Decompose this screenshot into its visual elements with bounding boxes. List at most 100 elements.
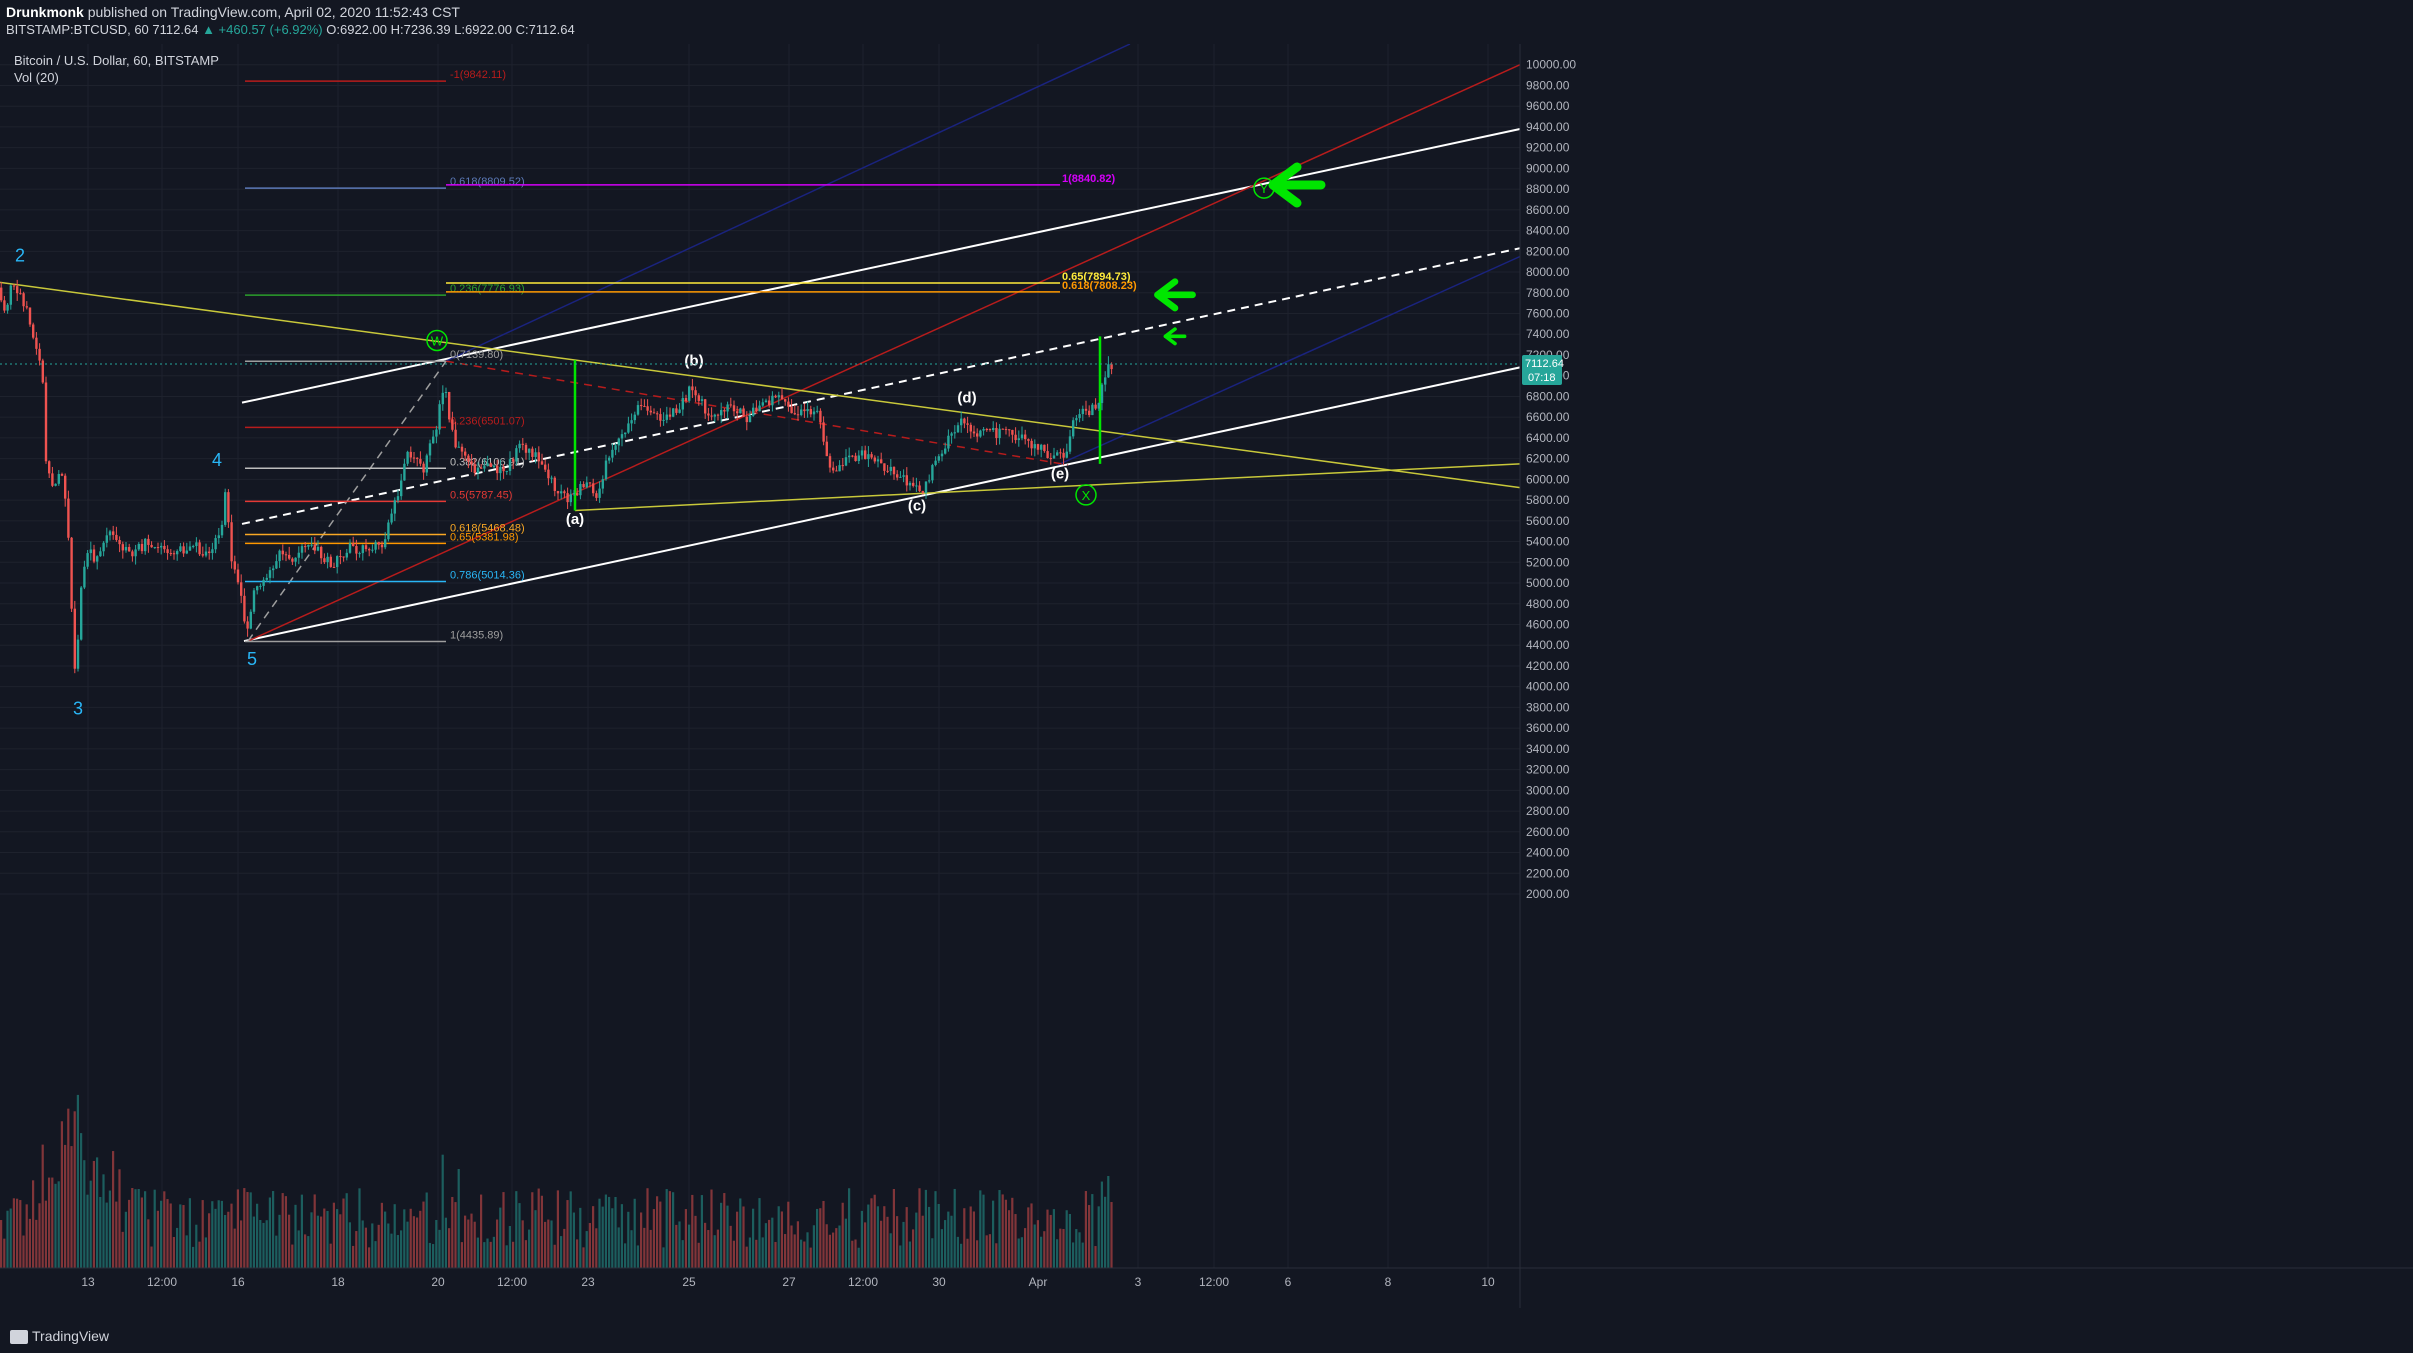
- volume-bar: [1081, 1242, 1084, 1268]
- candle-body: [550, 477, 553, 479]
- candle-body: [441, 392, 444, 405]
- volume-bar: [252, 1216, 255, 1268]
- price-chart[interactable]: -1(9842.11) 0.618(8809.52) 0.236(7776.93) 0…: [0, 44, 2413, 1308]
- candle-body: [92, 549, 96, 562]
- volume-bar: [902, 1221, 905, 1268]
- candle-body: [902, 475, 905, 477]
- fib-label: 1(8840.82): [1062, 173, 1116, 185]
- candle-body: [931, 465, 934, 481]
- volume-bar: [48, 1177, 51, 1268]
- candle-body: [12, 285, 16, 287]
- candle-body: [284, 554, 288, 556]
- author-name[interactable]: Drunkmonk: [6, 4, 84, 20]
- candle-body: [780, 395, 784, 400]
- tradingview-logo[interactable]: TradingView: [10, 1328, 110, 1345]
- volume-bar: [380, 1202, 383, 1268]
- volume-bar: [409, 1208, 412, 1268]
- volume-indicator-label[interactable]: Vol (20): [14, 70, 59, 85]
- candle-body: [630, 420, 633, 424]
- volume-bar: [428, 1242, 431, 1268]
- candle-body: [348, 543, 352, 553]
- price-tick-label: 3800.00: [1526, 700, 1570, 714]
- price-axis: 10000.00 9800.00 9600.00 9400.00 9200.00 9000…: [1519, 44, 2413, 1308]
- fib-label: 0.236(7776.93): [450, 283, 525, 295]
- volume-bar: [585, 1231, 588, 1268]
- volume-bar: [342, 1198, 345, 1268]
- countdown-label: 07:18: [1528, 372, 1556, 384]
- volume-bar: [89, 1180, 92, 1268]
- volume-bar: [1110, 1202, 1113, 1268]
- fib-label: 0(7139.80): [450, 349, 503, 361]
- candle-body: [1014, 434, 1017, 441]
- candle-body: [1052, 455, 1056, 459]
- fib-label: 1(4435.89): [450, 629, 503, 641]
- volume-bar: [803, 1241, 806, 1268]
- candle-body: [960, 418, 963, 426]
- candle-body: [806, 409, 809, 412]
- candle-body: [140, 543, 144, 552]
- candle-body: [988, 429, 992, 431]
- candle-body: [652, 412, 656, 414]
- volume-bar: [966, 1238, 969, 1268]
- volume-bar: [1001, 1194, 1004, 1268]
- candle-body: [320, 546, 323, 559]
- trend-line-blue-top: [445, 44, 1131, 362]
- volume-bar: [601, 1206, 604, 1268]
- candle-body: [1088, 410, 1091, 416]
- candle-body: [809, 409, 812, 415]
- volume-bar: [620, 1204, 623, 1268]
- volume-bar: [457, 1169, 460, 1268]
- volume-bar: [832, 1232, 835, 1268]
- candle-body: [995, 427, 998, 439]
- candle-body: [720, 410, 723, 416]
- volume-bar: [953, 1188, 956, 1268]
- candle-body: [412, 457, 416, 459]
- volume-bar: [572, 1212, 575, 1268]
- volume-bar: [704, 1222, 707, 1268]
- volume-bar: [931, 1238, 934, 1268]
- price-tick-label: 5800.00: [1526, 493, 1570, 507]
- volume-bar: [307, 1236, 310, 1268]
- volume-bar: [835, 1228, 838, 1268]
- volume-bar: [588, 1223, 591, 1268]
- volume-bar: [691, 1194, 694, 1268]
- footer-bar: TradingView: [0, 1320, 2413, 1353]
- chart-area[interactable]: -1(9842.11) 0.618(8809.52) 0.236(7776.93) 0…: [0, 44, 2413, 1308]
- candle-body: [1068, 436, 1072, 452]
- candle-body: [467, 455, 470, 462]
- candle-body: [777, 395, 780, 398]
- volume-bar: [979, 1190, 982, 1268]
- candle-body: [358, 553, 361, 555]
- candle-body: [400, 480, 403, 497]
- candle-body: [576, 493, 579, 496]
- candle-body: [595, 493, 598, 498]
- volume-bar: [505, 1245, 508, 1268]
- volume-bar: [659, 1201, 662, 1268]
- volume-bar: [857, 1247, 860, 1268]
- volume-bar: [233, 1228, 236, 1268]
- volume-bar: [195, 1224, 198, 1268]
- volume-bar: [464, 1215, 467, 1268]
- volume-bar: [678, 1221, 681, 1268]
- volume-bar: [886, 1216, 889, 1268]
- candle-body: [873, 457, 876, 462]
- volume-bar: [982, 1194, 985, 1268]
- volume-bar: [508, 1226, 511, 1268]
- volume-bar: [377, 1224, 380, 1268]
- brand-name: TradingView: [32, 1328, 110, 1344]
- candle-body: [211, 549, 214, 554]
- volume-bar: [358, 1188, 361, 1268]
- candle-body: [876, 459, 880, 462]
- price-tick-label: 4200.00: [1526, 659, 1570, 673]
- candle-body: [601, 479, 604, 489]
- candle-body: [643, 406, 646, 408]
- candle-body: [502, 466, 505, 472]
- volume-bar: [288, 1214, 291, 1268]
- candle-body: [617, 438, 620, 446]
- trend-line-red-dashed: [445, 360, 1069, 466]
- candle-body: [928, 480, 931, 482]
- candle-body: [470, 461, 473, 465]
- volume-bar: [473, 1221, 476, 1268]
- candle-body: [428, 443, 432, 456]
- candle-body: [1046, 451, 1049, 459]
